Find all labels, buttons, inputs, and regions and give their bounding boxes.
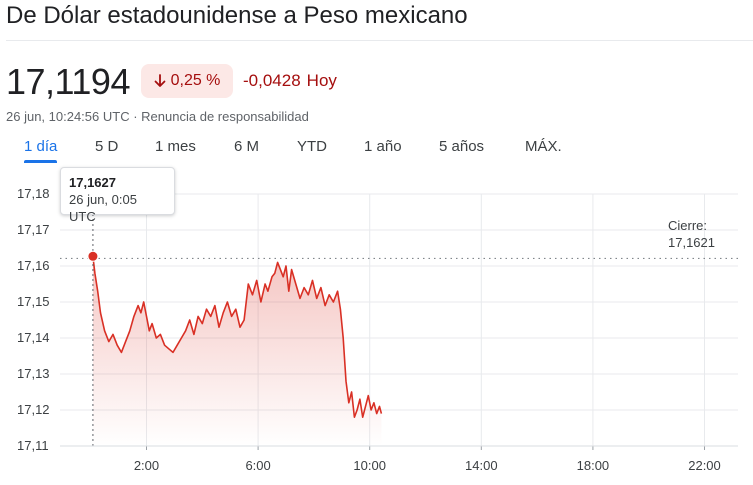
header-divider (6, 40, 753, 41)
x-tick-label: 2:00 (134, 458, 159, 473)
y-tick-label: 17,18 (17, 186, 50, 201)
tab-1-ano[interactable]: 1 año (364, 138, 402, 155)
current-price: 17,1194 (6, 61, 130, 102)
tooltip-time: 26 jun, 0:05 UTC (69, 192, 137, 224)
change-percent: 0,25 % (170, 72, 221, 89)
tab-1-mes[interactable]: 1 mes (155, 138, 196, 155)
change-percent-badge: 0,25 % (141, 64, 233, 98)
y-tick-label: 17,15 (17, 294, 50, 309)
arrow-down-icon (154, 74, 165, 87)
y-tick-label: 17,13 (17, 366, 50, 381)
previous-close-value: 17,1621 (668, 235, 715, 250)
meta-separator: · (133, 109, 138, 124)
y-tick-label: 17,16 (17, 258, 50, 273)
tab-max[interactable]: MÁX. (525, 138, 562, 155)
hover-tooltip: 17,1627 26 jun, 0:05 UTC (60, 167, 175, 224)
hover-marker (87, 250, 99, 262)
change-absolute: -0,0428 (243, 71, 301, 90)
disclaimer-link[interactable]: Renuncia de responsabilidad (141, 109, 309, 124)
previous-close-title: Cierre: (668, 218, 708, 233)
tab-ytd[interactable]: YTD (297, 138, 327, 155)
x-tick-label: 14:00 (465, 458, 498, 473)
price-area (92, 256, 382, 446)
x-tick-label: 6:00 (245, 458, 270, 473)
y-tick-label: 17,12 (17, 402, 50, 417)
tab-6-m[interactable]: 6 M (234, 138, 260, 155)
page-title: De Dólar estadounidense a Peso mexicano (6, 2, 468, 29)
x-tick-label: 18:00 (577, 458, 610, 473)
y-tick-label: 17,11 (17, 438, 49, 453)
x-tick-label: 10:00 (353, 458, 386, 473)
y-tick-label: 17,17 (17, 222, 50, 237)
tab-5-d[interactable]: 5 D (95, 138, 119, 155)
previous-close-label: Cierre: 17,1621 (668, 217, 715, 251)
change-absolute-row: -0,0428 Hoy (243, 70, 343, 92)
range-tabs: 1 día 5 D 1 mes 6 M YTD 1 año 5 años MÁX… (0, 136, 753, 164)
tab-5-anos[interactable]: 5 años (439, 138, 485, 155)
tab-1-dia[interactable]: 1 día (24, 138, 58, 155)
quote-timestamp: 26 jun, 10:24:56 UTC (6, 109, 130, 124)
quote-meta: 26 jun, 10:24:56 UTC · Renuncia de respo… (6, 108, 309, 126)
tooltip-value: 17,1627 (69, 175, 116, 190)
x-tick-label: 22:00 (688, 458, 721, 473)
change-period: Hoy (306, 71, 337, 90)
price-line (92, 256, 383, 418)
active-tab-indicator (24, 160, 57, 163)
y-tick-label: 17,14 (17, 330, 50, 345)
